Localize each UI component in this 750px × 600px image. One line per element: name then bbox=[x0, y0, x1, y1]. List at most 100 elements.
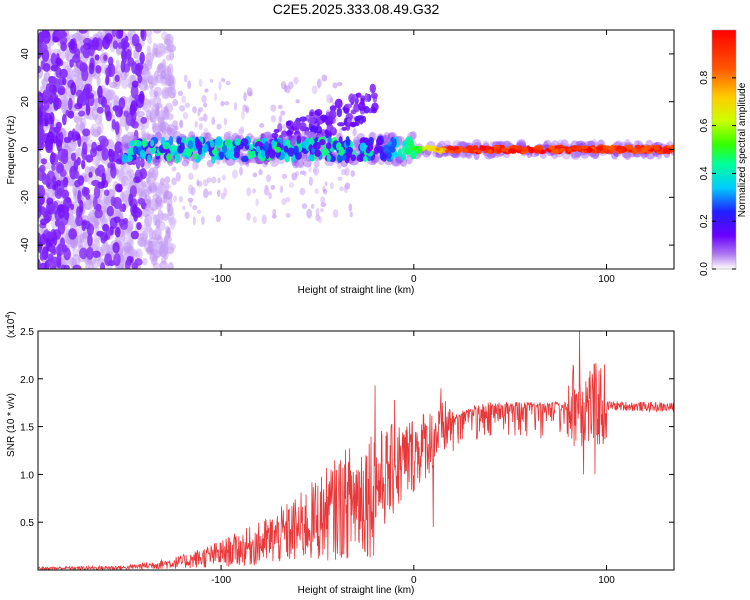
spectrogram-cell bbox=[495, 148, 501, 153]
spectrogram-cell bbox=[662, 149, 668, 154]
snr-y-scale-exp: 4 bbox=[5, 315, 12, 319]
spectrogram-cell bbox=[270, 157, 279, 168]
spectrogram-cell bbox=[79, 92, 85, 104]
spectrogram-cell bbox=[271, 140, 276, 147]
spectrogram-cell bbox=[233, 102, 238, 111]
spectrogram-cell bbox=[94, 54, 100, 61]
spectrogram-cell bbox=[551, 149, 560, 155]
spectrogram-cell bbox=[292, 120, 301, 130]
spectrogram-cell bbox=[86, 85, 91, 99]
spectrogram-cell bbox=[250, 150, 257, 158]
spectrogram-cell bbox=[307, 131, 317, 141]
spectrogram-cell bbox=[625, 144, 634, 150]
spectrogram-cell bbox=[120, 38, 127, 51]
spectrogram-cell bbox=[182, 205, 186, 210]
spectrogram-cell bbox=[187, 197, 194, 203]
spectrogram-cell bbox=[258, 169, 263, 176]
x-tick-label: -100 bbox=[211, 274, 231, 285]
spectrogram-cell bbox=[125, 96, 130, 111]
spectrogram-cell bbox=[160, 70, 167, 79]
spectrogram-cell bbox=[94, 208, 103, 219]
spectrogram-cell bbox=[95, 64, 102, 74]
spectrogram-cell bbox=[169, 218, 176, 230]
spectrogram-cell bbox=[181, 95, 187, 104]
spectrogram-cell bbox=[214, 92, 218, 102]
spectrogram-cell bbox=[349, 211, 353, 218]
spectrogram-cell bbox=[82, 141, 88, 156]
spectrogram-cell bbox=[182, 111, 189, 120]
spectrogram-cell bbox=[69, 58, 74, 68]
spectrogram-cell bbox=[131, 121, 139, 129]
spectrogram-cell bbox=[66, 145, 73, 160]
spectrogram-cell bbox=[69, 215, 78, 229]
spectrogram-cell bbox=[68, 228, 77, 240]
spectrogram-cell bbox=[345, 146, 354, 154]
spectrogram-cell bbox=[121, 144, 130, 151]
spectrogram-cell bbox=[38, 41, 42, 56]
spectrogram-cell bbox=[196, 209, 202, 214]
spectrogram-cell bbox=[307, 117, 316, 125]
spectrogram-cell bbox=[137, 197, 146, 205]
spectrogram-cell bbox=[670, 144, 674, 151]
spectrogram-cell bbox=[596, 149, 601, 154]
spectrogram-cell bbox=[369, 83, 377, 94]
spectrogram-cell bbox=[228, 144, 233, 151]
spectrogram-cell bbox=[213, 148, 218, 157]
spectrogram-cell bbox=[320, 208, 324, 213]
spectrogram-cell bbox=[97, 85, 103, 99]
spectrogram-cell bbox=[96, 76, 101, 87]
spectrogram-cell bbox=[282, 123, 287, 131]
spectrogram-cell bbox=[44, 117, 49, 127]
spectrogram-cell bbox=[49, 256, 59, 264]
spectrogram-y-label: Frequency (Hz) bbox=[6, 116, 17, 185]
spectrogram-cell bbox=[122, 218, 129, 225]
spectrogram-cell bbox=[570, 150, 581, 161]
spectrogram-cell bbox=[179, 105, 186, 112]
spectrogram-x-label: Height of straight line (km) bbox=[298, 285, 415, 296]
spectrogram-cell bbox=[329, 155, 336, 163]
spectrogram-cell bbox=[177, 90, 184, 97]
spectrogram-cell bbox=[72, 264, 82, 269]
snr-x-ticks: -100 0 100 bbox=[211, 331, 615, 586]
spectrogram-cell bbox=[273, 128, 280, 134]
spectrogram-cell bbox=[203, 127, 209, 136]
spectrogram-cell bbox=[223, 117, 228, 126]
svg-text:(x104): (x104) bbox=[5, 311, 17, 338]
spectrogram-cell bbox=[402, 140, 407, 148]
spectrogram-cell bbox=[158, 212, 167, 220]
snr-background bbox=[38, 331, 674, 570]
spectrogram-cell bbox=[264, 141, 269, 151]
spectrogram-cell bbox=[85, 154, 94, 163]
spectrogram-cell bbox=[48, 76, 56, 84]
spectrogram-cell bbox=[187, 184, 194, 195]
spectrogram-cell bbox=[119, 190, 125, 202]
spectrogram-cell bbox=[222, 144, 228, 154]
spectrogram-cell bbox=[203, 188, 209, 199]
spectrogram-cell bbox=[155, 124, 159, 132]
spectrogram-cell bbox=[349, 121, 358, 127]
spectrogram-cell bbox=[245, 161, 250, 167]
spectrogram-cell bbox=[344, 103, 353, 109]
spectrogram-cell bbox=[38, 117, 44, 126]
spectrogram-cell bbox=[202, 179, 209, 187]
spectrogram-cell bbox=[310, 125, 317, 135]
spectrogram-cell bbox=[56, 138, 62, 152]
spectrogram-cell bbox=[93, 185, 101, 199]
spectrogram-cell bbox=[74, 179, 81, 188]
spectrogram-cell bbox=[97, 181, 105, 189]
spectrogram-cell bbox=[164, 189, 169, 198]
spectrogram-cell bbox=[192, 204, 198, 211]
spectrogram-cell bbox=[105, 110, 112, 122]
spectrogram-cell bbox=[125, 259, 131, 269]
spectrogram-cell bbox=[249, 143, 254, 151]
spectrogram-cell bbox=[149, 207, 155, 215]
spectrogram-cell bbox=[43, 96, 50, 111]
spectrogram-cell bbox=[70, 152, 76, 161]
spectrogram-cell bbox=[128, 193, 134, 206]
spectrogram-cell bbox=[187, 140, 194, 149]
snr-series-line bbox=[38, 331, 674, 570]
spectrogram-cell bbox=[252, 172, 258, 178]
spectrogram-cell bbox=[91, 128, 100, 138]
spectrogram-cell bbox=[202, 113, 208, 122]
spectrogram-cell bbox=[144, 83, 149, 91]
